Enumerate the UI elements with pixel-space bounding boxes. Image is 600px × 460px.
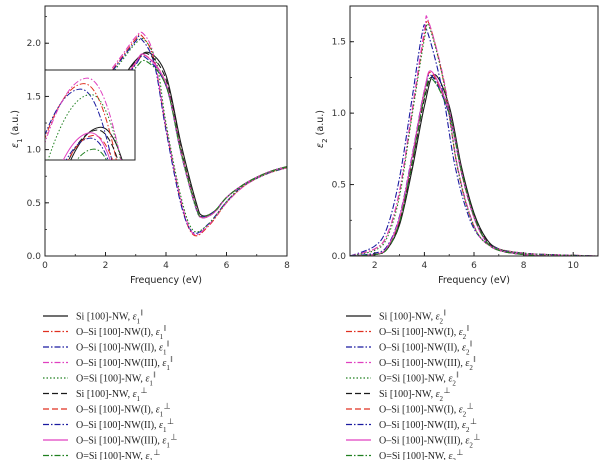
y-axis-label: ε2 (a.u.) bbox=[315, 110, 329, 148]
inset-series-4 bbox=[47, 94, 122, 160]
x-tick-label: 10 bbox=[567, 261, 579, 271]
legend-label: O–Si [100]-NW(II), ε2‖ bbox=[379, 339, 472, 357]
y-tick-label: 1.0 bbox=[332, 109, 347, 119]
legend-entry: O=Si [100]-NW, ε2⊥ bbox=[346, 448, 463, 460]
x-axis-label: Frequency (eV) bbox=[130, 275, 202, 286]
inset-series-1 bbox=[45, 83, 117, 160]
legend-entry: O–Si [100]-NW(I), ε2⊥ bbox=[346, 401, 474, 419]
inset-series-0 bbox=[70, 126, 123, 160]
legend-label: O–Si [100]-NW(III), ε1⊥ bbox=[76, 432, 177, 450]
series-line-4 bbox=[350, 23, 598, 256]
legend-label: O–Si [100]-NW(II), ε1‖ bbox=[76, 339, 169, 357]
series-line-5 bbox=[350, 76, 598, 256]
legend-entry: O–Si [100]-NW(II), ε2‖ bbox=[346, 339, 472, 357]
series-line-3 bbox=[350, 15, 598, 256]
legend-label: O=Si [100]-NW, ε1⊥ bbox=[76, 448, 160, 460]
y-tick-label: 0.5 bbox=[27, 199, 41, 209]
inset-frame bbox=[44, 69, 136, 161]
legend-label: O–Si [100]-NW(I), ε2‖ bbox=[379, 324, 469, 342]
legend-label: O–Si [100]-NW(I), ε2⊥ bbox=[379, 401, 474, 419]
legend-entry: O–Si [100]-NW(III), ε2‖ bbox=[346, 355, 476, 373]
legend-label: Si [100]-NW, ε2⊥ bbox=[379, 386, 451, 404]
legend-entry: O–Si [100]-NW(I), ε2‖ bbox=[346, 324, 469, 342]
legend-label: O–Si [100]-NW(I), ε1‖ bbox=[76, 324, 166, 342]
inset-zoom bbox=[44, 69, 136, 161]
series-group bbox=[350, 15, 598, 256]
x-tick-label: 4 bbox=[163, 261, 169, 271]
legend-entry: Si [100]-NW, ε1⊥ bbox=[43, 386, 148, 404]
legend-entry: O–Si [100]-NW(I), ε1‖ bbox=[43, 324, 166, 342]
legend-entry: O–Si [100]-NW(II), ε1‖ bbox=[43, 339, 169, 357]
legend-label: O–Si [100]-NW(III), ε2‖ bbox=[379, 355, 476, 373]
series-line-9 bbox=[350, 77, 598, 256]
y-tick-label: 0.5 bbox=[332, 181, 346, 191]
y-axis-label: ε1 (a.u.) bbox=[10, 110, 24, 148]
x-tick-label: 8 bbox=[284, 261, 290, 271]
left-legend: Si [100]-NW, ε1‖O–Si [100]-NW(I), ε1‖O–S… bbox=[43, 308, 177, 460]
x-tick-label: 2 bbox=[103, 261, 109, 271]
legend-label: O–Si [100]-NW(III), ε2⊥ bbox=[379, 432, 480, 450]
x-tick-label: 8 bbox=[521, 261, 527, 271]
y-tick-label: 1.0 bbox=[27, 146, 42, 156]
y-tick-label: 0.0 bbox=[332, 252, 347, 262]
x-axis-label: Frequency (eV) bbox=[438, 275, 510, 286]
legend-entry: Si [100]-NW, ε2‖ bbox=[346, 308, 446, 326]
y-tick-label: 1.5 bbox=[332, 38, 346, 48]
y-tick-label: 1.5 bbox=[27, 92, 41, 102]
legend-entry: O–Si [100]-NW(I), ε1⊥ bbox=[43, 401, 171, 419]
x-tick-label: 6 bbox=[471, 261, 477, 271]
legend-label: Si [100]-NW, ε2‖ bbox=[379, 308, 446, 326]
legend-entry: O–Si [100]-NW(II), ε1⊥ bbox=[43, 417, 174, 435]
left-chart-panel: 0 2 4 6 8 0.0 0.5 1.0 1.5 2.0 Frequency (eV) ε1 (a.… bbox=[10, 5, 290, 286]
legend-label: O–Si [100]-NW(I), ε1⊥ bbox=[76, 401, 171, 419]
inset-series-9 bbox=[76, 148, 108, 160]
legend-entry: O–Si [100]-NW(III), ε1⊥ bbox=[43, 432, 177, 450]
legend-entry: O=Si [100]-NW, ε2‖ bbox=[346, 370, 459, 388]
legend-label: O=Si [100]-NW, ε2‖ bbox=[379, 370, 459, 388]
legend-entry: Si [100]-NW, ε2⊥ bbox=[346, 386, 451, 404]
legend-label: O–Si [100]-NW(III), ε1‖ bbox=[76, 355, 173, 373]
legend-label: O–Si [100]-NW(II), ε1⊥ bbox=[76, 417, 174, 435]
series-line-2 bbox=[350, 24, 598, 256]
x-tick-label: 4 bbox=[422, 261, 428, 271]
legend-label: O–Si [100]-NW(II), ε2⊥ bbox=[379, 417, 477, 435]
x-tick-label: 2 bbox=[372, 261, 378, 271]
legend-label: O=Si [100]-NW, ε1‖ bbox=[76, 370, 156, 388]
right-chart-panel: 2 4 6 8 10 0.0 0.5 1.0 1.5 Frequency (eV) ε2 (a.u.… bbox=[315, 5, 599, 286]
series-line-4 bbox=[45, 37, 287, 233]
right-legend: Si [100]-NW, ε2‖O–Si [100]-NW(I), ε2‖O–S… bbox=[346, 308, 480, 460]
inset-series-2 bbox=[45, 88, 113, 160]
y-tick-label: 2.0 bbox=[27, 39, 42, 49]
inset-series-8 bbox=[62, 132, 111, 160]
x-tick-label: 6 bbox=[224, 261, 230, 271]
inset-series-7 bbox=[65, 137, 109, 160]
series-line-1 bbox=[350, 19, 598, 256]
legend-label: O=Si [100]-NW, ε2⊥ bbox=[379, 448, 463, 460]
y-tick-label: 0.0 bbox=[27, 252, 42, 262]
legend-entry: O–Si [100]-NW(II), ε2⊥ bbox=[346, 417, 477, 435]
legend-entry: O=Si [100]-NW, ε1‖ bbox=[43, 370, 156, 388]
inset-series-3 bbox=[45, 77, 122, 160]
legend-entry: O–Si [100]-NW(III), ε2⊥ bbox=[346, 432, 480, 450]
x-tick-label: 0 bbox=[42, 261, 48, 271]
legend-label: Si [100]-NW, ε1‖ bbox=[76, 308, 143, 326]
legend-entry: Si [100]-NW, ε1‖ bbox=[43, 308, 143, 326]
legend-entry: O–Si [100]-NW(III), ε1‖ bbox=[43, 355, 173, 373]
legend-label: Si [100]-NW, ε1⊥ bbox=[76, 386, 148, 404]
legend-entry: O=Si [100]-NW, ε1⊥ bbox=[43, 448, 160, 460]
